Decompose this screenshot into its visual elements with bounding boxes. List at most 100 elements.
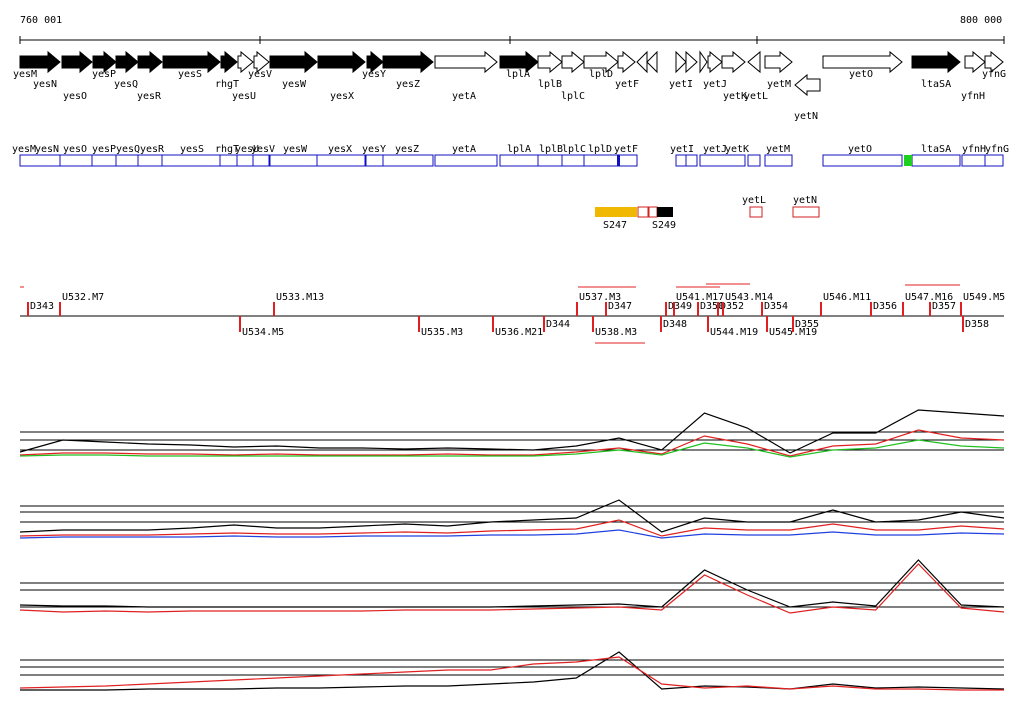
gene-box [316,154,366,167]
unit-label: U545.M19 [769,327,817,338]
gene-box [822,154,903,167]
gene-box-label: yetJ [703,144,727,155]
gene-box [961,154,986,167]
gene-box [499,154,539,167]
gene-label: lplB [538,79,562,90]
gene-arrow [269,50,318,74]
gene-box [617,154,638,167]
gene-box-label: yesN [35,144,59,155]
gene-box [434,154,498,167]
gene-label: yesP [92,69,116,80]
gene-arrow [537,50,563,74]
segment-label: S247 [603,220,627,231]
gene-label: yesR [137,91,162,102]
gene-box [252,154,270,167]
gene-label: rhgT [215,79,239,90]
expression-trace [19,519,1005,537]
gene-label: yfnH [961,91,985,102]
gene-box-label: yesW [283,144,308,155]
unit-label: U533.M13 [276,292,324,303]
gene-label: yesZ [396,79,420,90]
gene-box-label: yetI [670,144,694,155]
gene-label: yetO [849,69,873,80]
gene-label: yetF [615,79,639,90]
unit-label: D344 [546,319,570,330]
gene-arrow [984,50,1004,74]
gene-label: yetN [794,111,818,122]
gene-box [59,154,93,167]
gene-label: yetJ [703,79,727,90]
gene-box-label: yesS [180,144,204,155]
gene-box [699,154,746,167]
gene-label: yetK [723,91,747,102]
gene-box [583,154,619,167]
gene-box-label: yesO [63,144,87,155]
gene-arrow [646,50,658,74]
gene-label: yesN [33,79,57,90]
gene-box [137,154,163,167]
gene-arrow [115,50,139,74]
gene-label: lplD [589,69,613,80]
unit-label: U535.M3 [421,327,463,338]
gene-label: yesO [63,91,87,102]
segment-label: S249 [652,220,676,231]
gene-box [675,154,687,167]
unit-label: U543.M14 [725,292,773,303]
gene-box-label: yesM [12,144,36,155]
gene-arrow [137,50,163,74]
gene-box-label: yesX [328,144,352,155]
gene-label: yfnG [982,69,1006,80]
gene-arrow [366,50,384,74]
unit-label: D358 [965,319,989,330]
gene-box-label: yetM [766,144,790,155]
unit-label: U546.M11 [823,292,871,303]
unit-label: U544.M19 [710,327,758,338]
gene-box [269,154,318,167]
unit-label: U538.M3 [595,327,637,338]
gene-arrow [822,50,903,74]
gene-arrow [434,50,498,74]
gene-box-mark [617,155,620,166]
expression-trace [19,529,1005,539]
gene-arrow [382,50,434,74]
unit-label: D347 [608,301,632,312]
expression-trace [19,563,1005,614]
gene-box [561,154,585,167]
unit-label: U534.M5 [242,327,284,338]
gene-arrow [721,50,746,74]
gene-box-label: ltaSA [921,144,951,155]
gene-label: lplA [506,69,530,80]
gene-label: ltaSA [921,79,951,90]
gene-box-label: yetK [725,144,749,155]
gene-arrow [220,50,238,74]
gene-box-label: yesR [140,144,165,155]
gene-arrow [92,50,117,74]
gene-arrow [764,50,793,74]
gene-label: yesW [282,79,307,90]
gene-label: yetM [767,79,791,90]
gene-arrow [561,50,585,74]
gene-box [19,154,61,167]
gene-box-label: yesZ [395,144,419,155]
gene-arrow [636,50,648,74]
gene-box-label: yesY [362,144,386,155]
gene-label: lplC [561,91,585,102]
gene-arrow [699,50,708,74]
segment [637,206,649,218]
unit-label: U532.M7 [62,292,104,303]
gene-box-label: yesP [92,144,116,155]
gene-box [911,154,961,167]
gene-arrow [747,50,761,74]
unit-label: D350 [700,301,724,312]
gene-arrow [317,50,366,74]
gene-box-label: lplA [507,144,531,155]
unit-label: D355 [795,319,819,330]
gene-arrow [794,73,821,97]
unit-label: U549.M5 [963,292,1005,303]
gene-box-label: yesQ [116,144,140,155]
gene-arrow [61,50,93,74]
gene-label: yesY [362,69,386,80]
gene-box [747,154,761,167]
gene-box-label: yesU [235,144,259,155]
